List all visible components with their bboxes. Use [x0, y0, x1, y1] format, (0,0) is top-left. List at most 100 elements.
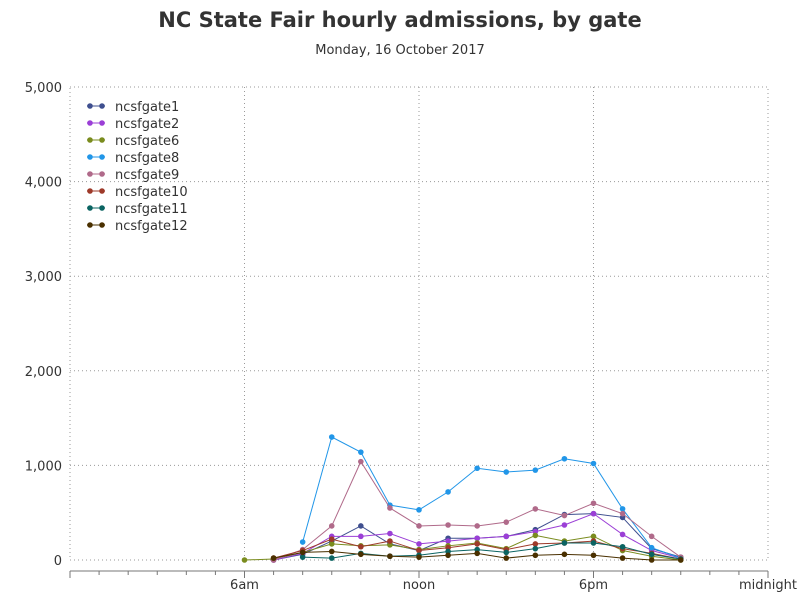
data-point: [358, 458, 364, 465]
data-point: [474, 465, 480, 472]
legend-marker: [99, 154, 105, 160]
legend-label: ncsfgate1: [115, 100, 179, 115]
data-point: [328, 555, 335, 561]
data-point: [416, 541, 422, 547]
legend-label: ncsfgate6: [115, 134, 179, 149]
data-point: [358, 551, 364, 558]
data-point: [532, 467, 539, 473]
y-tick-label: 4,000: [25, 176, 62, 191]
y-tick-label: 5,000: [25, 81, 62, 96]
data-point: [503, 469, 510, 475]
legend-item: ncsfgate11: [87, 202, 188, 217]
data-point: [416, 523, 422, 529]
data-point: [619, 506, 626, 512]
data-point: [561, 540, 568, 546]
data-point: [387, 538, 393, 544]
data-point: [416, 507, 422, 513]
legend-marker: [87, 171, 93, 177]
data-point: [532, 545, 539, 552]
legend-marker: [87, 154, 93, 160]
data-point: [358, 523, 364, 529]
data-point: [590, 533, 597, 540]
data-point: [474, 523, 480, 529]
data-point: [590, 540, 597, 546]
y-tick-label: 1,000: [25, 459, 62, 474]
data-point: [416, 554, 422, 560]
data-point: [328, 548, 335, 555]
data-point: [648, 544, 655, 551]
y-tick-label: 0: [54, 554, 62, 569]
data-point: [561, 512, 568, 519]
data-point: [299, 554, 306, 560]
data-point: [532, 552, 539, 559]
data-point: [619, 543, 626, 550]
x-tick-label: 6am: [230, 578, 259, 593]
data-point: [387, 530, 393, 537]
legend-marker: [87, 120, 93, 126]
series-ncsfgate8: [299, 434, 684, 561]
data-point: [532, 541, 539, 547]
legend: ncsfgate1 ncsfgate2 ncsfgate6 ncsfgate8 ncsf…: [87, 100, 188, 234]
legend-item: ncsfgate12: [87, 219, 188, 234]
legend-marker: [87, 205, 93, 211]
data-point: [299, 549, 306, 556]
chart-title: NC State Fair hourly admissions, by gate: [158, 8, 642, 32]
data-point: [474, 550, 480, 557]
data-point: [503, 555, 510, 561]
x-tick-label: noon: [403, 578, 435, 593]
data-point: [532, 532, 539, 539]
legend-item: ncsfgate1: [87, 100, 179, 115]
series-line: [244, 534, 681, 561]
data-point: [328, 541, 335, 547]
axes: 0 1,000 2,000 3,000 4,000 5,000 6am noon 6pm midn…: [25, 81, 797, 593]
grid: [69, 86, 769, 561]
legend-marker: [87, 103, 93, 109]
data-point: [561, 551, 568, 558]
series-ncsfgate12: [270, 548, 684, 563]
legend-label: ncsfgate10: [115, 185, 188, 200]
legend-marker: [87, 137, 93, 143]
data-point: [590, 500, 597, 507]
data-point: [328, 523, 335, 529]
legend-marker: [99, 188, 105, 194]
legend-item: ncsfgate9: [87, 168, 179, 183]
legend-label: ncsfgate2: [115, 117, 179, 132]
data-point: [387, 505, 393, 511]
data-point: [445, 538, 451, 544]
legend-marker: [99, 222, 105, 228]
series-group: [241, 434, 684, 563]
legend-marker: [99, 171, 105, 177]
legend-item: ncsfgate10: [87, 185, 188, 200]
data-point: [619, 510, 626, 517]
legend-marker: [87, 222, 93, 228]
data-point: [445, 522, 451, 528]
legend-label: ncsfgate12: [115, 219, 188, 234]
data-point: [474, 541, 480, 547]
legend-item: ncsfgate6: [87, 134, 179, 149]
legend-marker: [99, 137, 105, 143]
data-point: [474, 535, 480, 542]
chart-subtitle: Monday, 16 October 2017: [315, 43, 485, 58]
legend-item: ncsfgate8: [87, 151, 179, 166]
data-point: [387, 553, 393, 560]
data-point: [532, 506, 539, 512]
data-point: [677, 557, 684, 563]
legend-marker: [99, 103, 105, 109]
legend-marker: [87, 188, 93, 194]
data-point: [648, 533, 655, 540]
series-line: [302, 542, 681, 560]
legend-label: ncsfgate9: [115, 168, 179, 183]
data-point: [328, 434, 335, 440]
data-point: [358, 533, 364, 540]
data-point: [561, 522, 568, 528]
data-point: [503, 533, 510, 540]
x-tick-label: 6pm: [579, 578, 608, 593]
data-point: [241, 557, 248, 563]
data-point: [416, 547, 422, 554]
data-point: [270, 555, 277, 561]
data-point: [648, 557, 655, 563]
data-point: [590, 460, 597, 467]
y-tick-label: 3,000: [25, 270, 62, 285]
legend-marker: [99, 205, 105, 211]
